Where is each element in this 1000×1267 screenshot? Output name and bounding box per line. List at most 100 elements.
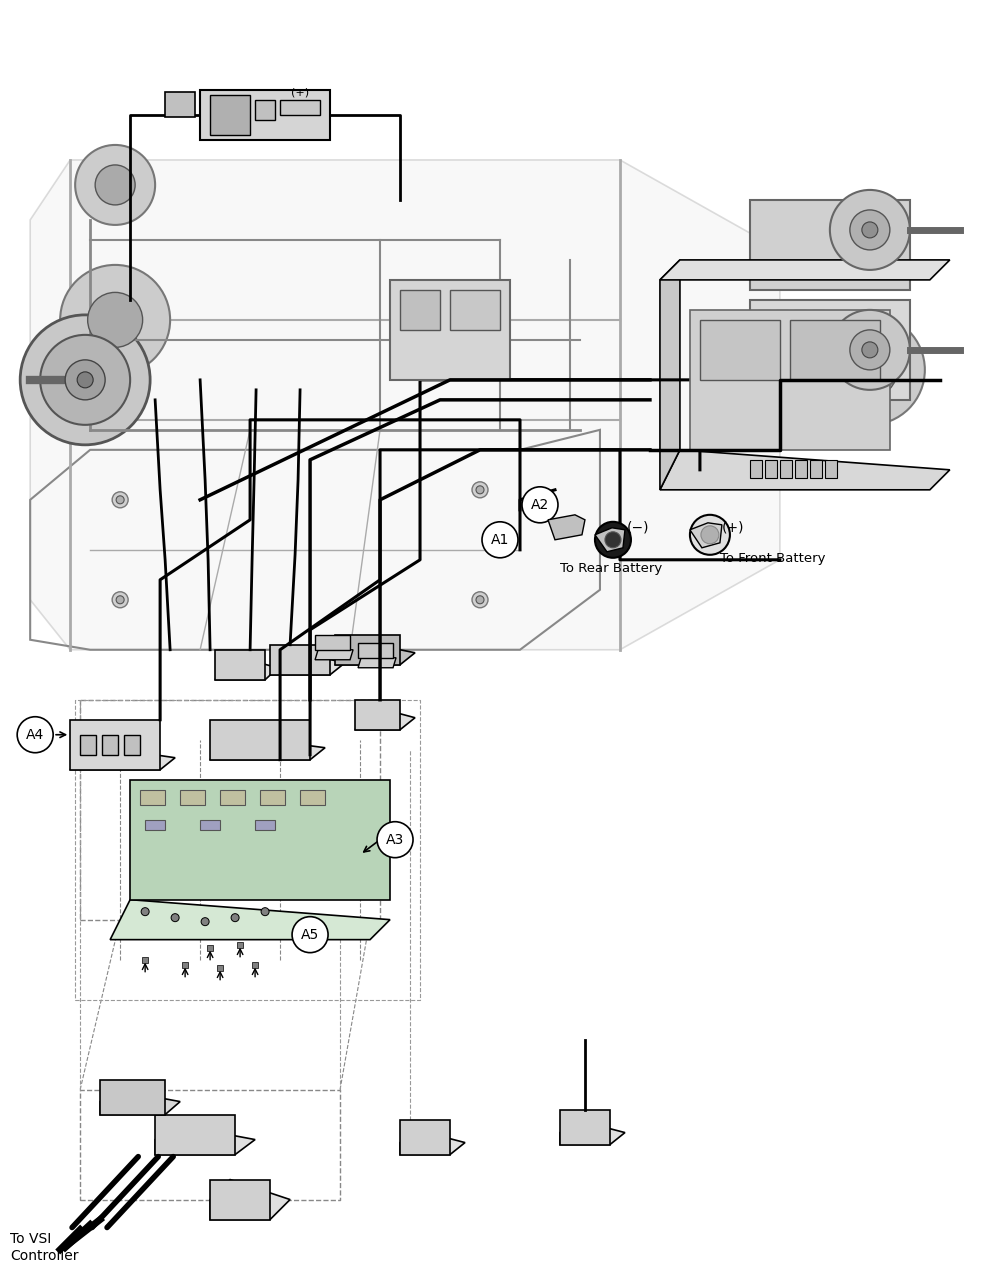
Circle shape (292, 916, 328, 953)
Polygon shape (210, 1180, 290, 1220)
FancyBboxPatch shape (825, 460, 837, 478)
Circle shape (482, 522, 518, 557)
Polygon shape (30, 160, 780, 650)
Circle shape (65, 360, 105, 400)
Circle shape (171, 914, 179, 921)
FancyBboxPatch shape (300, 789, 325, 805)
Polygon shape (660, 260, 680, 490)
Text: A4: A4 (26, 727, 44, 741)
FancyBboxPatch shape (140, 789, 165, 805)
Circle shape (862, 342, 878, 357)
Text: A2: A2 (531, 498, 549, 512)
FancyBboxPatch shape (182, 962, 188, 968)
Circle shape (701, 526, 719, 544)
Circle shape (261, 907, 269, 916)
FancyBboxPatch shape (560, 1110, 610, 1144)
Circle shape (20, 315, 150, 445)
Text: (+): (+) (722, 521, 744, 535)
FancyBboxPatch shape (207, 945, 213, 950)
FancyBboxPatch shape (750, 460, 762, 478)
FancyBboxPatch shape (237, 941, 243, 948)
FancyBboxPatch shape (758, 310, 770, 318)
FancyBboxPatch shape (200, 820, 220, 830)
Circle shape (850, 210, 890, 250)
FancyBboxPatch shape (790, 319, 880, 380)
FancyBboxPatch shape (270, 645, 330, 675)
FancyBboxPatch shape (200, 90, 330, 139)
Polygon shape (358, 658, 396, 668)
FancyBboxPatch shape (165, 92, 195, 117)
Polygon shape (70, 745, 175, 770)
FancyBboxPatch shape (795, 460, 807, 478)
Polygon shape (690, 523, 722, 547)
Text: (−): (−) (627, 521, 649, 535)
Circle shape (830, 200, 910, 280)
Circle shape (522, 487, 558, 523)
FancyBboxPatch shape (750, 200, 910, 290)
FancyBboxPatch shape (400, 290, 440, 329)
FancyBboxPatch shape (215, 650, 265, 680)
Polygon shape (548, 514, 585, 540)
FancyBboxPatch shape (335, 635, 400, 665)
Circle shape (112, 592, 128, 608)
Circle shape (231, 914, 239, 921)
FancyBboxPatch shape (812, 310, 824, 318)
Circle shape (201, 917, 209, 926)
FancyBboxPatch shape (690, 310, 890, 450)
Circle shape (472, 481, 488, 498)
Text: (+): (+) (291, 87, 309, 98)
Circle shape (141, 907, 149, 916)
FancyBboxPatch shape (220, 789, 245, 805)
FancyBboxPatch shape (794, 310, 806, 318)
Circle shape (850, 220, 890, 260)
Text: A3: A3 (386, 832, 404, 846)
FancyBboxPatch shape (145, 820, 165, 830)
Polygon shape (215, 655, 278, 680)
FancyBboxPatch shape (155, 1115, 235, 1154)
Polygon shape (130, 779, 390, 900)
Polygon shape (560, 1120, 625, 1144)
FancyBboxPatch shape (390, 280, 510, 380)
FancyBboxPatch shape (765, 460, 777, 478)
Polygon shape (270, 650, 345, 675)
Polygon shape (355, 706, 415, 730)
Circle shape (830, 190, 910, 270)
Text: A5: A5 (301, 927, 319, 941)
Polygon shape (100, 1090, 180, 1115)
Circle shape (850, 329, 890, 370)
Polygon shape (110, 900, 390, 940)
FancyBboxPatch shape (700, 319, 780, 380)
FancyBboxPatch shape (217, 964, 223, 971)
Circle shape (842, 342, 897, 398)
Circle shape (690, 514, 730, 555)
FancyBboxPatch shape (255, 100, 275, 120)
FancyBboxPatch shape (252, 962, 258, 968)
FancyBboxPatch shape (280, 100, 320, 115)
FancyBboxPatch shape (358, 642, 393, 658)
FancyBboxPatch shape (210, 1180, 270, 1220)
FancyBboxPatch shape (355, 699, 400, 730)
FancyBboxPatch shape (70, 720, 160, 770)
Circle shape (595, 522, 631, 557)
Circle shape (830, 310, 910, 390)
FancyBboxPatch shape (80, 735, 96, 755)
FancyBboxPatch shape (124, 735, 140, 755)
FancyBboxPatch shape (102, 735, 118, 755)
Text: To Front Battery: To Front Battery (720, 552, 825, 565)
FancyBboxPatch shape (255, 820, 275, 830)
Polygon shape (210, 735, 325, 760)
Circle shape (95, 165, 135, 205)
Circle shape (116, 595, 124, 604)
Circle shape (75, 144, 155, 226)
Circle shape (116, 495, 124, 504)
Circle shape (112, 492, 128, 508)
Circle shape (60, 265, 170, 375)
FancyBboxPatch shape (315, 635, 350, 650)
Text: To VSI
Controller: To VSI Controller (10, 1233, 79, 1263)
FancyBboxPatch shape (780, 460, 792, 478)
FancyBboxPatch shape (810, 460, 822, 478)
Polygon shape (335, 640, 415, 665)
Polygon shape (660, 260, 950, 280)
FancyBboxPatch shape (210, 720, 310, 760)
FancyBboxPatch shape (260, 789, 285, 805)
